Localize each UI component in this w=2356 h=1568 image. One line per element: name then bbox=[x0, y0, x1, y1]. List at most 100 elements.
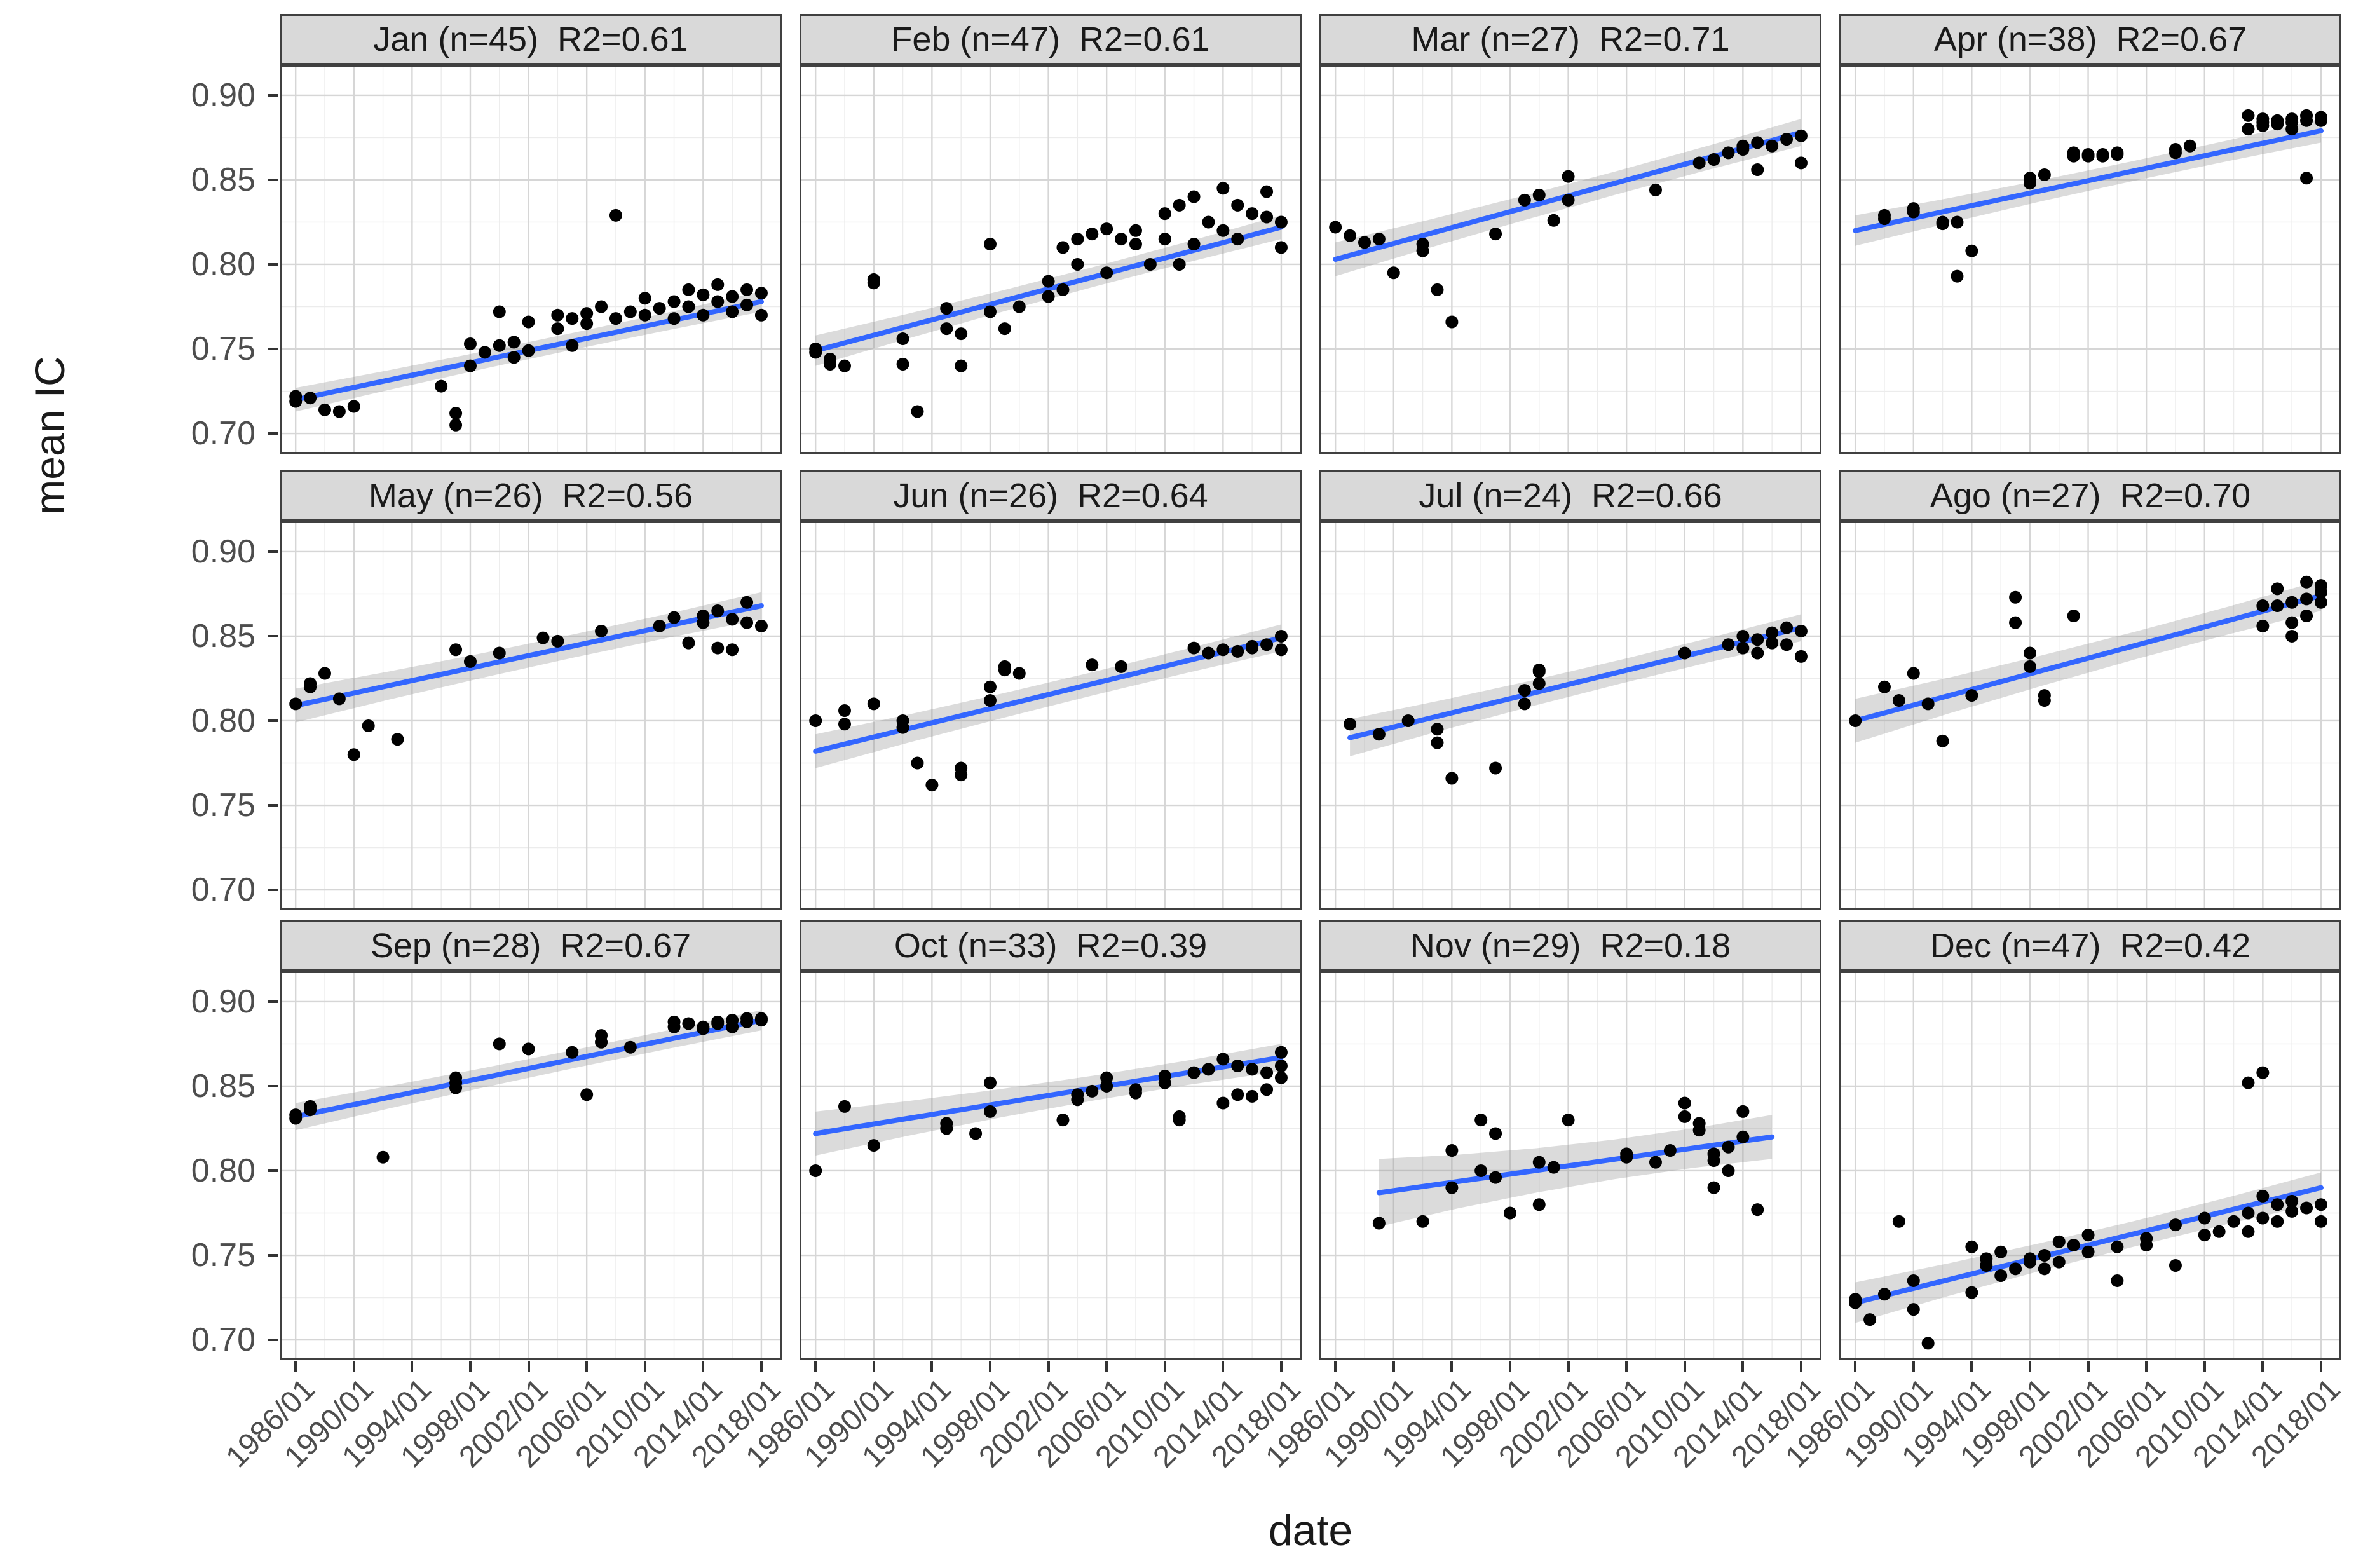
data-point bbox=[1012, 667, 1026, 680]
facet-strip-jan: Jan (n=45) R2=0.61 bbox=[280, 14, 782, 65]
data-point bbox=[1736, 1130, 1750, 1143]
data-point bbox=[983, 1076, 997, 1089]
data-point bbox=[1216, 643, 1230, 657]
data-point bbox=[1794, 156, 1808, 170]
data-point bbox=[2300, 172, 2313, 185]
x-tick-mark bbox=[1222, 1361, 1225, 1372]
y-tick-label: 0.90 bbox=[191, 76, 255, 114]
facet-strip-label-apr: Apr (n=38) R2=0.67 bbox=[1933, 20, 2247, 58]
data-point bbox=[1056, 241, 1070, 254]
facet-panel-feb bbox=[800, 65, 1302, 454]
data-point bbox=[682, 636, 695, 650]
data-point bbox=[2300, 114, 2313, 127]
trend-line-may bbox=[293, 603, 764, 709]
data-point bbox=[726, 643, 739, 657]
facet-panel-ago bbox=[1839, 521, 2341, 910]
x-tick-mark bbox=[1105, 1361, 1108, 1372]
data-point bbox=[697, 1022, 710, 1035]
x-tick-mark bbox=[814, 1361, 817, 1372]
data-point bbox=[1474, 1164, 1488, 1177]
data-point bbox=[1736, 143, 1750, 156]
data-point bbox=[1751, 163, 1764, 176]
data-point bbox=[2023, 646, 2036, 660]
y-tick-mark bbox=[268, 719, 278, 722]
data-point bbox=[2183, 139, 2196, 153]
data-point bbox=[623, 1040, 637, 1054]
data-point bbox=[638, 308, 651, 322]
data-point bbox=[1173, 257, 1186, 271]
data-point bbox=[2314, 596, 2327, 609]
data-point bbox=[332, 692, 346, 706]
y-tick-mark bbox=[268, 1254, 278, 1257]
data-point bbox=[2285, 1204, 2299, 1218]
facet-strip-may: May (n=26) R2=0.56 bbox=[280, 470, 782, 521]
facet-strip-label-nov: Nov (n=29) R2=0.18 bbox=[1410, 927, 1731, 965]
data-point bbox=[1274, 241, 1288, 254]
data-point bbox=[754, 287, 768, 300]
data-point bbox=[867, 273, 880, 286]
data-point bbox=[1965, 689, 1978, 702]
data-point bbox=[1489, 1127, 1502, 1140]
data-point bbox=[1965, 244, 1978, 257]
data-point bbox=[1722, 1140, 1735, 1154]
data-point bbox=[1042, 290, 1055, 303]
data-point bbox=[2096, 149, 2109, 163]
data-point bbox=[1766, 626, 1779, 639]
data-point bbox=[1187, 238, 1201, 251]
y-tick-label: 0.70 bbox=[191, 415, 255, 453]
data-point bbox=[711, 295, 725, 308]
data-point bbox=[522, 315, 535, 329]
x-tick-mark bbox=[1799, 1361, 1802, 1372]
x-tick-mark bbox=[759, 1361, 763, 1372]
data-point bbox=[493, 339, 506, 352]
data-point bbox=[1246, 1089, 1259, 1103]
data-point bbox=[1907, 202, 1920, 215]
data-point bbox=[449, 1081, 463, 1094]
data-point bbox=[289, 697, 303, 711]
data-point bbox=[998, 664, 1011, 677]
data-point bbox=[711, 604, 725, 618]
data-point bbox=[1086, 228, 1099, 241]
data-point bbox=[2052, 1255, 2066, 1269]
data-point bbox=[2300, 610, 2313, 623]
data-point bbox=[754, 308, 768, 322]
facet-panel-may bbox=[280, 521, 782, 910]
data-point bbox=[362, 719, 375, 732]
data-point bbox=[809, 1164, 822, 1177]
data-point bbox=[653, 302, 666, 315]
facet-panel-nov bbox=[1319, 971, 1821, 1360]
data-point bbox=[2285, 123, 2299, 136]
data-point bbox=[1751, 1203, 1764, 1217]
y-tick-label: 0.85 bbox=[191, 1067, 255, 1105]
data-point bbox=[2081, 1229, 2095, 1242]
data-point bbox=[1274, 629, 1288, 643]
data-point bbox=[1246, 641, 1259, 655]
data-point bbox=[493, 1037, 506, 1051]
data-point bbox=[1173, 1114, 1186, 1127]
data-point bbox=[318, 403, 331, 416]
data-point bbox=[566, 312, 579, 325]
data-point bbox=[1794, 650, 1808, 663]
data-point bbox=[896, 332, 909, 346]
data-point bbox=[1173, 198, 1186, 212]
facet-panel-oct bbox=[800, 971, 1302, 1360]
data-point bbox=[1260, 1083, 1274, 1096]
data-point bbox=[2271, 1215, 2284, 1228]
x-tick-mark bbox=[411, 1361, 414, 1372]
data-point bbox=[2169, 1218, 2182, 1232]
data-point bbox=[1274, 1071, 1288, 1084]
data-point bbox=[638, 292, 651, 305]
data-point bbox=[2111, 148, 2124, 161]
data-point bbox=[1921, 697, 1935, 711]
facet-strip-apr: Apr (n=38) R2=0.67 bbox=[1839, 14, 2341, 65]
data-point bbox=[2081, 1245, 2095, 1258]
facet-strip-label-ago: Ago (n=27) R2=0.70 bbox=[1930, 477, 2251, 515]
data-point bbox=[726, 613, 739, 626]
y-tick-label: 0.90 bbox=[191, 983, 255, 1020]
facet-strip-label-sep: Sep (n=28) R2=0.67 bbox=[370, 927, 691, 965]
data-point bbox=[1921, 1337, 1935, 1350]
y-tick-label: 0.75 bbox=[191, 331, 255, 368]
data-point bbox=[754, 1014, 768, 1027]
data-point bbox=[1722, 1164, 1735, 1177]
data-point bbox=[726, 290, 739, 303]
